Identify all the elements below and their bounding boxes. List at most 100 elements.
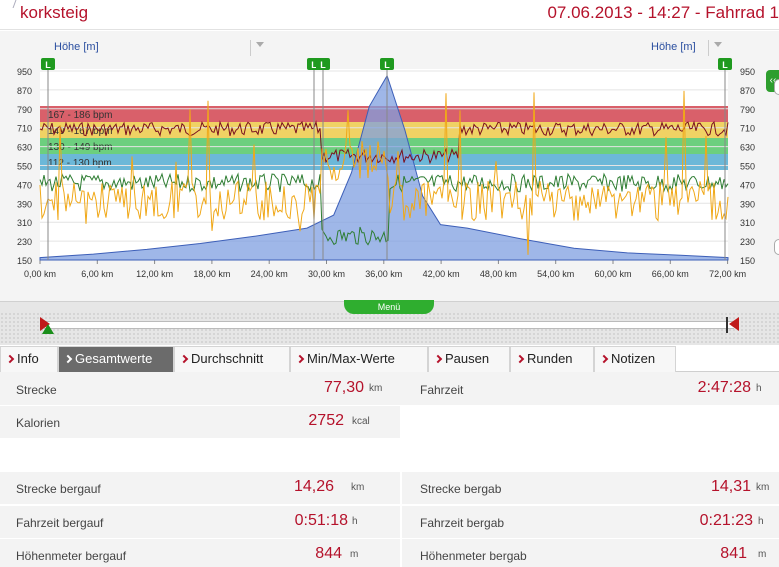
stat-unit: h [758,516,764,527]
menu-button[interactable]: Menü [344,300,434,314]
y-tick-label: 870 [17,86,32,96]
stat-label: Strecke bergab [420,482,502,496]
lap-marker [718,58,732,70]
x-tick-label: 30,00 km [308,269,345,279]
hr-zone-label: 112 - 130 bpm [48,158,112,169]
x-tick-label: 18,00 km [193,269,230,279]
stat-label: Fahrzeit bergauf [16,516,104,530]
range-end-handle[interactable] [729,317,739,331]
stat-unit: m [350,549,359,560]
stat-value: 2:47:28 [697,379,751,396]
stat-unit: km [369,383,383,394]
tab-min-max[interactable]: Min/Max-Werte [290,346,428,372]
workout-date-info: 07.06.2013 - 14:27 - Fahrrad 1 [547,3,779,22]
stat-value: 0:21:23 [699,512,753,529]
scroll-handle-icon[interactable] [774,239,779,255]
y-tick-label-right: 710 [740,124,755,134]
y-tick-label: 710 [17,124,32,134]
stat-strecke: Strecke 77,30 km [0,373,400,405]
divider [0,405,400,406]
x-tick-label: 72,00 km [709,269,746,279]
stat-fahrzeit-bergauf: Fahrzeit bergauf 0:51:18 h [0,506,400,538]
stat-hoehenmeter-bergab: Höhenmeter bergab 841 m [402,539,779,567]
y-tick-label-right: 790 [740,105,755,115]
range-slider-track[interactable] [44,321,734,329]
y-tick-label-right: 870 [740,86,755,96]
y-tick-label-right: 390 [740,199,755,209]
lap-marker [41,58,55,70]
right-axis-select[interactable]: Höhe [m] [651,41,696,53]
stat-unit: h [756,383,762,394]
stat-label: Höhenmeter bergab [420,549,527,563]
stat-value: 14,31 [710,478,751,495]
stats-panel: Strecke 77,30 km Kalorien 2752 kcal Fahr… [0,372,779,567]
stat-strecke-bergab: Strecke bergab 14,31 km [402,472,779,504]
stat-fahrzeit-bergab: Fahrzeit bergab 0:21:23 h [402,506,779,538]
x-tick-label: 54,00 km [537,269,574,279]
stat-kalorien: Kalorien 2752 kcal [0,406,400,438]
y-tick-label: 550 [17,162,32,172]
lap-marker-label: L [311,60,317,70]
x-tick-label: 42,00 km [423,269,460,279]
x-tick-label: 66,00 km [652,269,689,279]
hr-zone-label: 149 - 167 bpm [48,126,113,137]
stat-value: 844 [315,545,342,562]
workout-title: korksteig [20,3,89,22]
stat-unit: m [758,549,767,560]
y-tick-label-right: 470 [740,180,755,190]
tab-runden[interactable]: Runden [510,346,594,372]
left-axis-select[interactable]: Höhe [m] [54,41,99,53]
stat-unit: km [756,482,770,493]
altitude-area [39,74,729,261]
stat-fahrzeit: Fahrzeit 2:47:28 h [400,373,779,405]
chevron-down-icon[interactable] [714,42,722,47]
lap-marker [316,58,330,70]
chevron-down-icon[interactable] [256,42,264,47]
stat-value: 2752 [308,412,344,429]
stat-value: 0:51:18 [294,512,348,529]
left-axis-divider [250,40,251,56]
x-tick-label: 24,00 km [251,269,288,279]
lap-marker-label: L [45,60,51,70]
tab-durchschnitt[interactable]: Durchschnitt [174,346,290,372]
x-tick-label: 36,00 km [365,269,402,279]
speed-line [39,90,729,255]
y-tick-label-right: 630 [740,143,755,153]
tab-gesamtwerte[interactable]: Gesamtwerte [58,346,174,372]
stat-label: Strecke bergauf [16,482,101,496]
stat-unit: km [351,482,365,493]
stat-value: 77,30 [323,379,364,396]
y-tick-label: 950 [17,67,32,77]
y-tick-label: 230 [17,237,32,247]
x-tick-label: 60,00 km [594,269,631,279]
stats-block-right [400,372,779,405]
stat-label: Strecke [16,383,57,397]
profile-chart[interactable]: 167 - 186 bpm 149 - 167 bpm 130 - 149 bpm 1… [0,31,779,301]
lap-marker-label: L [722,60,728,70]
stat-label: Höhenmeter bergauf [16,549,127,563]
tab-pausen[interactable]: Pausen [428,346,510,372]
y-tick-label: 150 [17,256,32,266]
tab-bar: Info Gesamtwerte Durchschnitt Min/Max-We… [0,345,779,372]
y-tick-label-right: 230 [740,237,755,247]
lap-marker-label: L [384,60,390,70]
stat-label: Fahrzeit [420,383,464,397]
lap-marker [380,58,394,70]
heart-rate-line [39,120,729,165]
stat-strecke-bergauf: Strecke bergauf 14,26 km [0,472,400,504]
y-tick-label: 470 [17,180,32,190]
tab-notizen[interactable]: Notizen [594,346,676,372]
y-tick-label: 630 [17,143,32,153]
stat-label: Fahrzeit bergab [420,516,505,530]
scroll-handle-icon[interactable] [774,79,779,95]
x-tick-label: 12,00 km [136,269,173,279]
tab-info[interactable]: Info [0,346,58,372]
stat-label: Kalorien [16,416,61,430]
stat-unit: h [352,516,358,527]
cadence-line [39,172,729,246]
range-slider-strip: Menü [0,300,779,345]
y-tick-label-right: 950 [740,67,755,77]
position-marker-icon[interactable] [42,324,54,334]
y-tick-label: 790 [17,105,32,115]
x-tick-label: 0,00 km [24,269,56,279]
